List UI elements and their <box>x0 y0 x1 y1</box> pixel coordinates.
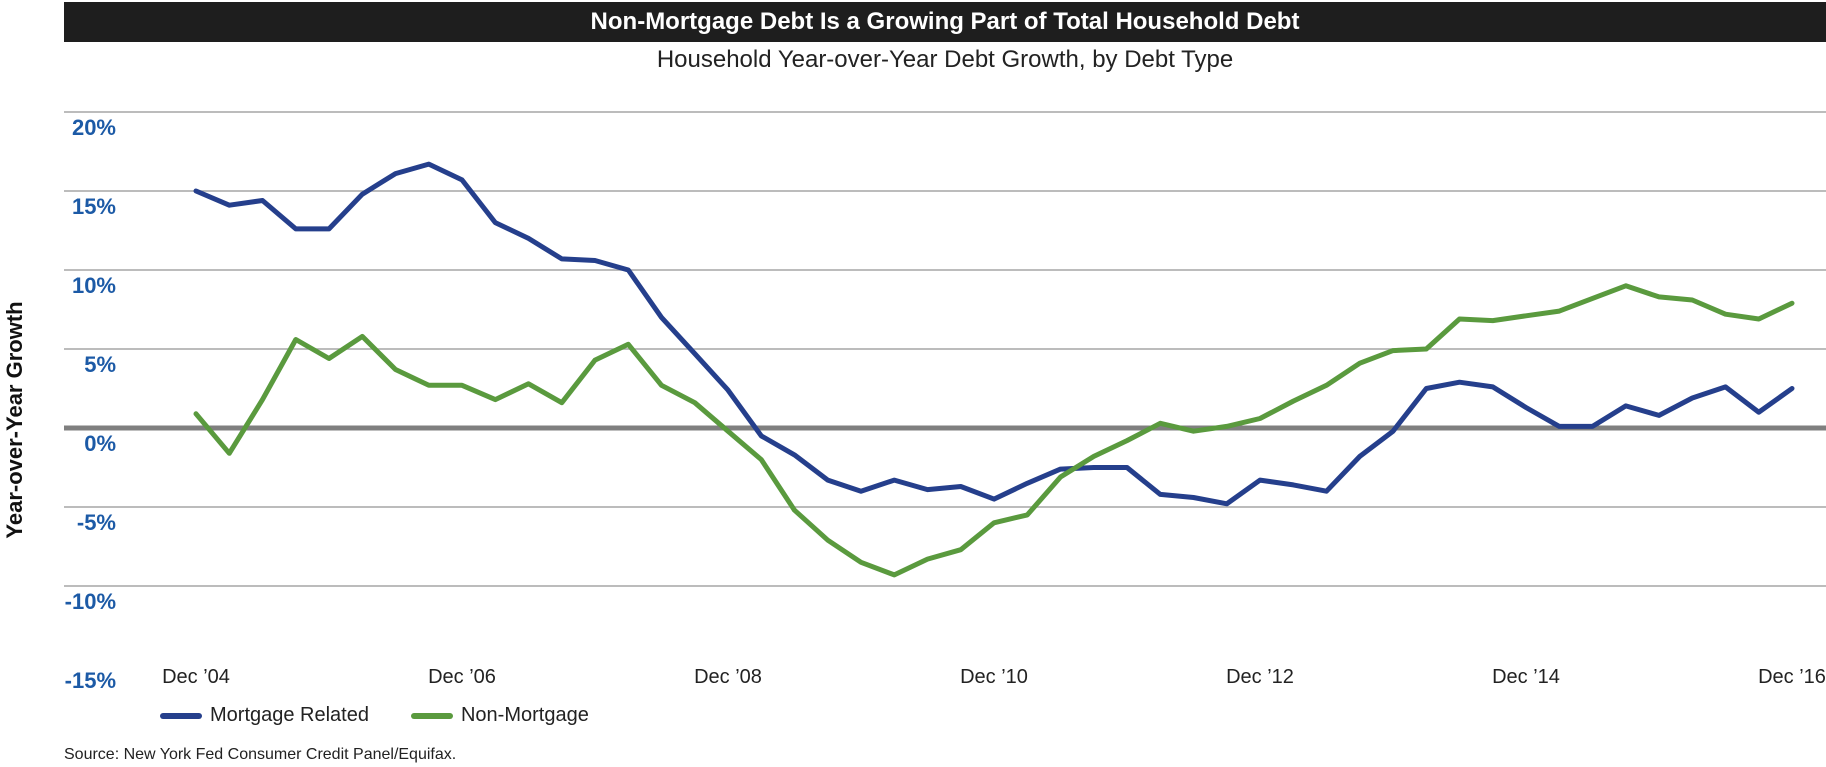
legend-label-mortgage: Mortgage Related <box>210 704 369 726</box>
x-tick-label: Dec ’14 <box>1492 666 1560 688</box>
legend-item-mortgage: Mortgage Related <box>160 704 369 727</box>
y-tick-label: -5% <box>77 510 116 535</box>
y-axis-label: Year-over-Year Growth <box>2 301 27 538</box>
chart-subtitle: Household Year-over-Year Debt Growth, by… <box>656 46 1234 73</box>
y-tick-label: -15% <box>65 668 116 693</box>
legend: Mortgage Related Non-Mortgage <box>160 704 589 727</box>
legend-label-non-mortgage: Non-Mortgage <box>460 704 589 726</box>
legend-swatch-non-mortgage <box>410 712 453 719</box>
chart-title: Non-Mortgage Debt Is a Growing Part of T… <box>64 2 1826 42</box>
line-chart: 20%15%10%5%0%-5%-10%-15% Dec ’04 Dec ’06 D… <box>2 111 1826 693</box>
x-tick-label: Dec ’06 <box>428 666 496 688</box>
y-tick-label: 10% <box>72 273 116 298</box>
series-lines <box>193 161 1795 578</box>
y-tick-label: 0% <box>84 431 116 456</box>
source-note: Source: New York Fed Consumer Credit Pan… <box>64 746 457 763</box>
legend-swatch-mortgage <box>160 712 202 719</box>
x-tick-label: Dec ’04 <box>162 666 230 688</box>
y-tick-label: 20% <box>72 115 116 140</box>
y-tick-labels: 20% 15% 10% 5% 0% -5% -10% -15% <box>65 115 116 693</box>
x-tick-label: Dec ’10 <box>960 666 1028 688</box>
x-tick-label: Dec ’08 <box>694 666 762 688</box>
grid-lines <box>64 111 1826 587</box>
legend-item-non-mortgage: Non-Mortgage <box>410 704 589 727</box>
x-tick-label: Dec ’12 <box>1226 666 1294 688</box>
series-line-mortgage <box>193 161 1795 507</box>
x-tick-labels: Dec ’04 Dec ’06 Dec ’08 Dec ’10 Dec ’12 Dec ’… <box>162 666 1826 688</box>
series-line-non-mortgage <box>193 283 1795 578</box>
y-tick-label: 15% <box>72 194 116 219</box>
y-tick-label: -10% <box>65 589 116 614</box>
y-tick-label: 5% <box>84 352 116 377</box>
x-tick-label: Dec ’16 <box>1758 666 1826 688</box>
